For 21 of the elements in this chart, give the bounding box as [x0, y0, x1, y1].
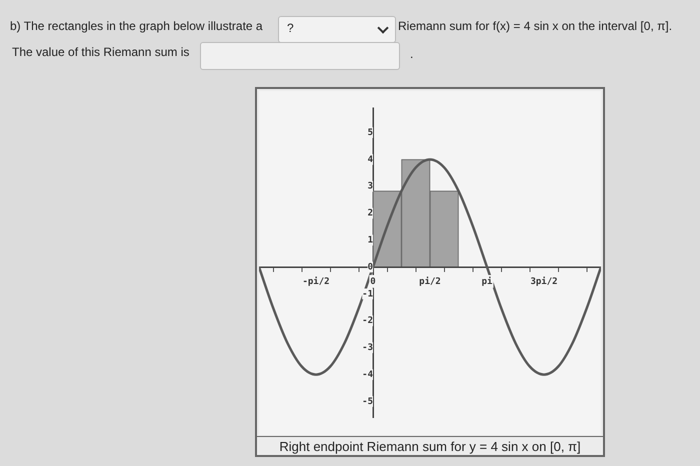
dropdown-field: ?	[278, 16, 396, 43]
y-tick-label: -3	[362, 343, 373, 354]
text: Right endpoint Riemann sum for y = 4 sin x on [0, π]	[257, 436, 603, 454]
y-tick-label: -4	[362, 370, 374, 380]
x-tick-label: pi	[482, 276, 493, 287]
text: The value of this Riemann sum is	[12, 45, 190, 59]
text: .	[410, 47, 414, 61]
x-tick-label: 3pi/2	[530, 276, 558, 287]
y-tick-label: 2	[368, 208, 373, 219]
text: Riemann sum for f(x) = 4 sin x on the interval [0, π].	[398, 19, 672, 33]
text: b) The rectangles in the graph below illustrate a	[10, 19, 263, 33]
y-tick-label: 3	[368, 182, 373, 192]
y-tick-label: -2	[362, 316, 373, 326]
x-tick-label: pi/2	[419, 276, 441, 287]
x-tick-label: -pi/2	[302, 276, 330, 287]
y-tick-label: 0	[368, 262, 373, 272]
y-tick-label: -1	[362, 289, 373, 300]
y-tick-label: 4	[368, 154, 374, 165]
y-tick-label: 5	[368, 128, 373, 138]
y-tick-label: 1	[368, 235, 373, 246]
y-tick-label: -5	[362, 396, 373, 407]
